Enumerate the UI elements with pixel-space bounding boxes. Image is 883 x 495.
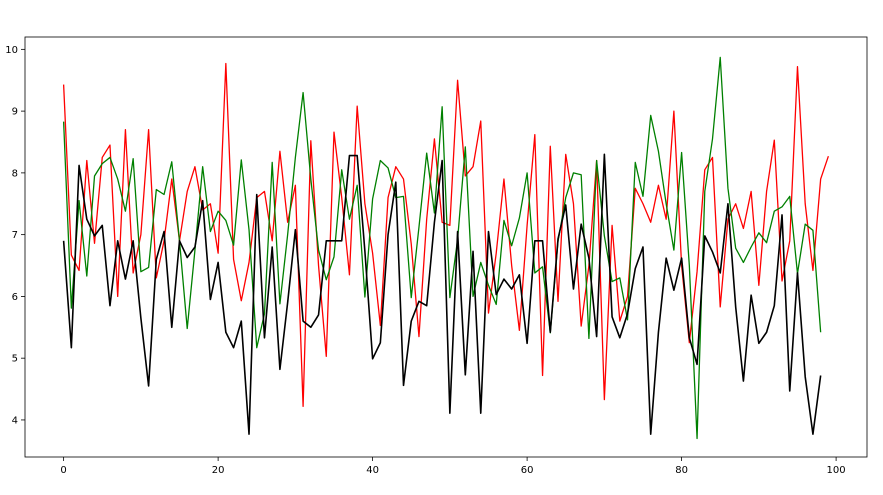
y-tick-label: 7 — [12, 230, 18, 241]
y-tick: 9 — [12, 107, 25, 118]
y-tick-label: 10 — [5, 45, 18, 56]
x-tick: 20 — [212, 457, 225, 476]
x-tick: 80 — [675, 457, 688, 476]
x-tick: 100 — [827, 457, 846, 476]
y-tick: 7 — [12, 230, 25, 241]
x-axis: 0 20 40 60 80 100 — [60, 457, 846, 476]
y-tick-label: 5 — [12, 354, 18, 365]
plot-area — [25, 37, 867, 457]
x-tick: 40 — [366, 457, 379, 476]
series-line-3 — [62, 153, 822, 435]
x-tick-label: 100 — [827, 465, 846, 476]
axes-frame — [24, 36, 868, 458]
y-tick: 4 — [12, 415, 25, 426]
x-tick-label: 0 — [60, 465, 66, 476]
x-tick-label: 20 — [212, 465, 225, 476]
x-tick-label: 40 — [366, 465, 379, 476]
y-tick: 8 — [12, 168, 25, 179]
y-tick-label: 6 — [12, 292, 18, 303]
x-tick: 60 — [521, 457, 534, 476]
y-tick-label: 9 — [12, 107, 18, 118]
y-tick-label: 4 — [12, 415, 18, 426]
x-tick-label: 60 — [521, 465, 534, 476]
x-tick-label: 80 — [675, 465, 688, 476]
x-tick: 0 — [60, 457, 67, 476]
y-tick: 6 — [12, 292, 25, 303]
series-line-1 — [62, 62, 829, 408]
series-line-2 — [62, 56, 822, 440]
series-layer — [62, 56, 829, 440]
y-axis: 4 5 6 7 8 9 10 — [5, 45, 25, 426]
y-tick-label: 8 — [12, 168, 18, 179]
y-tick: 5 — [12, 354, 25, 365]
y-tick: 10 — [5, 45, 25, 56]
